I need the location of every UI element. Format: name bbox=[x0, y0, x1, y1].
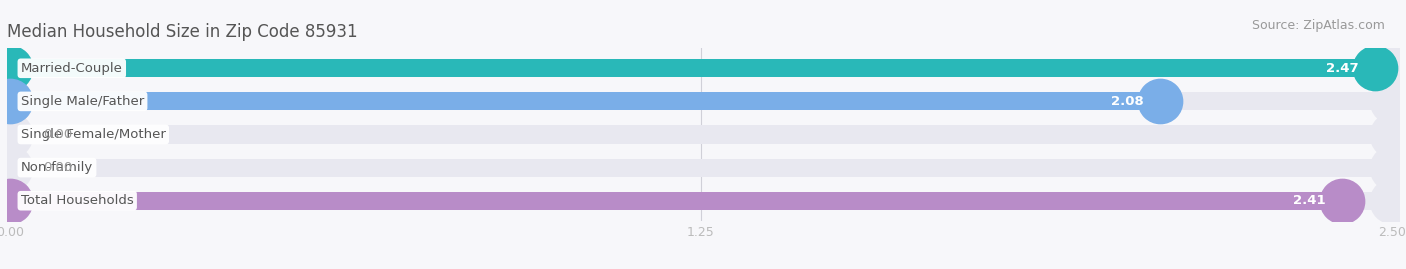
Text: Source: ZipAtlas.com: Source: ZipAtlas.com bbox=[1251, 19, 1385, 32]
Text: 0.00: 0.00 bbox=[44, 128, 72, 141]
Text: 2.41: 2.41 bbox=[1294, 194, 1326, 207]
Bar bbox=[10, 92, 1160, 111]
Bar bbox=[10, 158, 1392, 177]
Bar bbox=[10, 59, 1375, 77]
Text: Single Female/Mother: Single Female/Mother bbox=[21, 128, 166, 141]
Text: 0.00: 0.00 bbox=[44, 161, 72, 174]
Bar bbox=[10, 92, 1392, 111]
Bar bbox=[10, 59, 1392, 77]
Text: 2.08: 2.08 bbox=[1111, 95, 1143, 108]
Bar bbox=[10, 192, 1392, 210]
Bar bbox=[10, 192, 1343, 210]
Text: Median Household Size in Zip Code 85931: Median Household Size in Zip Code 85931 bbox=[7, 23, 357, 41]
Text: Non-family: Non-family bbox=[21, 161, 93, 174]
Text: 2.47: 2.47 bbox=[1326, 62, 1358, 75]
Text: Total Households: Total Households bbox=[21, 194, 134, 207]
Text: Single Male/Father: Single Male/Father bbox=[21, 95, 143, 108]
Text: Married-Couple: Married-Couple bbox=[21, 62, 122, 75]
Bar bbox=[10, 125, 1392, 144]
